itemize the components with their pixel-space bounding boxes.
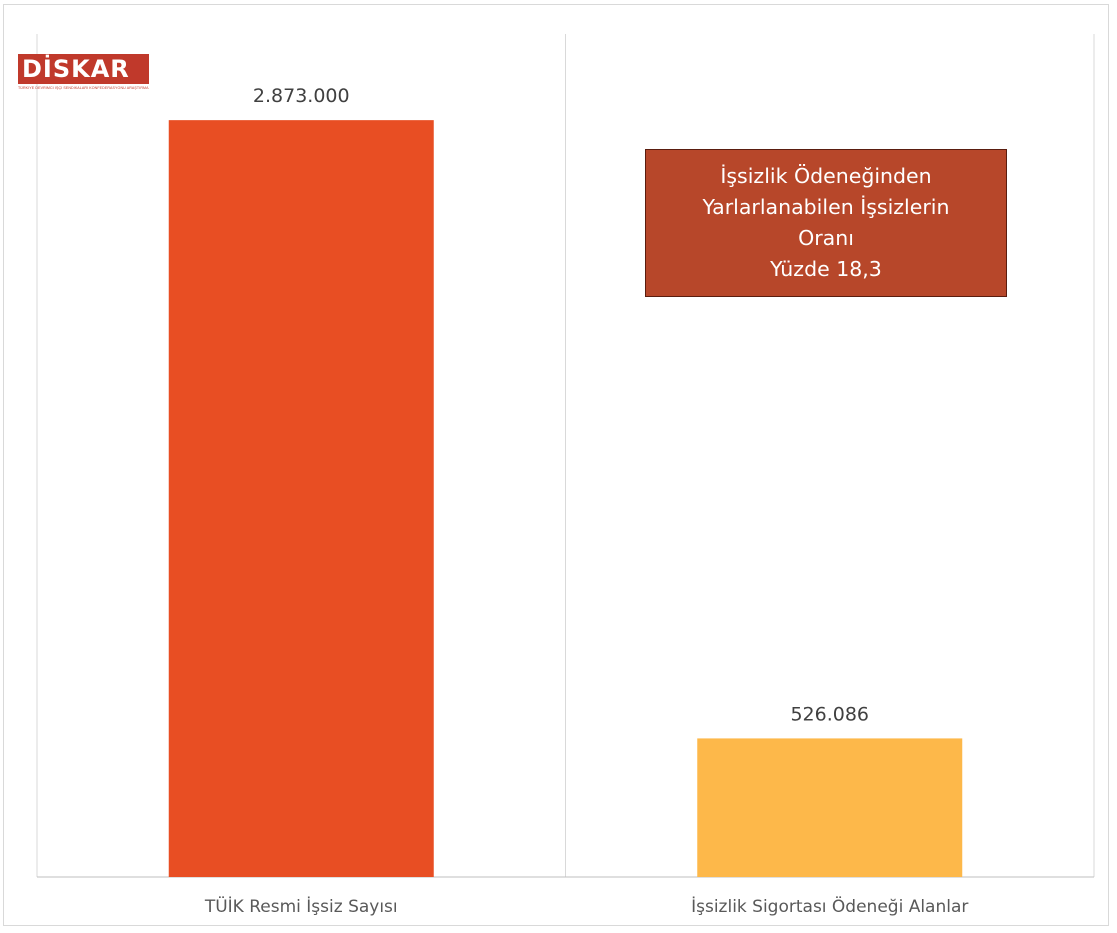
callout-line-3: Oranı: [798, 226, 854, 250]
bar: [168, 120, 434, 878]
logo-wordmark: DİSKAR: [18, 54, 149, 84]
callout-line-1: İşsizlik Ödeneğinden: [720, 164, 932, 188]
bar: [697, 738, 963, 877]
callout-box: İşsizlik Ödeneğinden Yarlarlanabilen İşs…: [645, 149, 1007, 297]
data-label: 2.873.000: [253, 85, 350, 107]
callout-line-4: Yüzde 18,3: [770, 257, 882, 281]
diskar-logo: DİSKAR TÜRKİYE DEVRİMCİ İŞÇİ SENDİKALARI…: [18, 54, 149, 94]
chart-frame: [3, 4, 1109, 926]
callout-line-2: Yarlarlanabilen İşsizlerin: [702, 195, 950, 219]
logo-subtitle: TÜRKİYE DEVRİMCİ İŞÇİ SENDİKALARI KONFED…: [18, 86, 149, 90]
x-tick-label: İşsizlik Sigortası Ödeneği Alanlar: [691, 895, 968, 917]
data-label: 526.086: [790, 703, 869, 725]
x-tick-label: TÜİK Resmi İşsiz Sayısı: [204, 895, 398, 917]
